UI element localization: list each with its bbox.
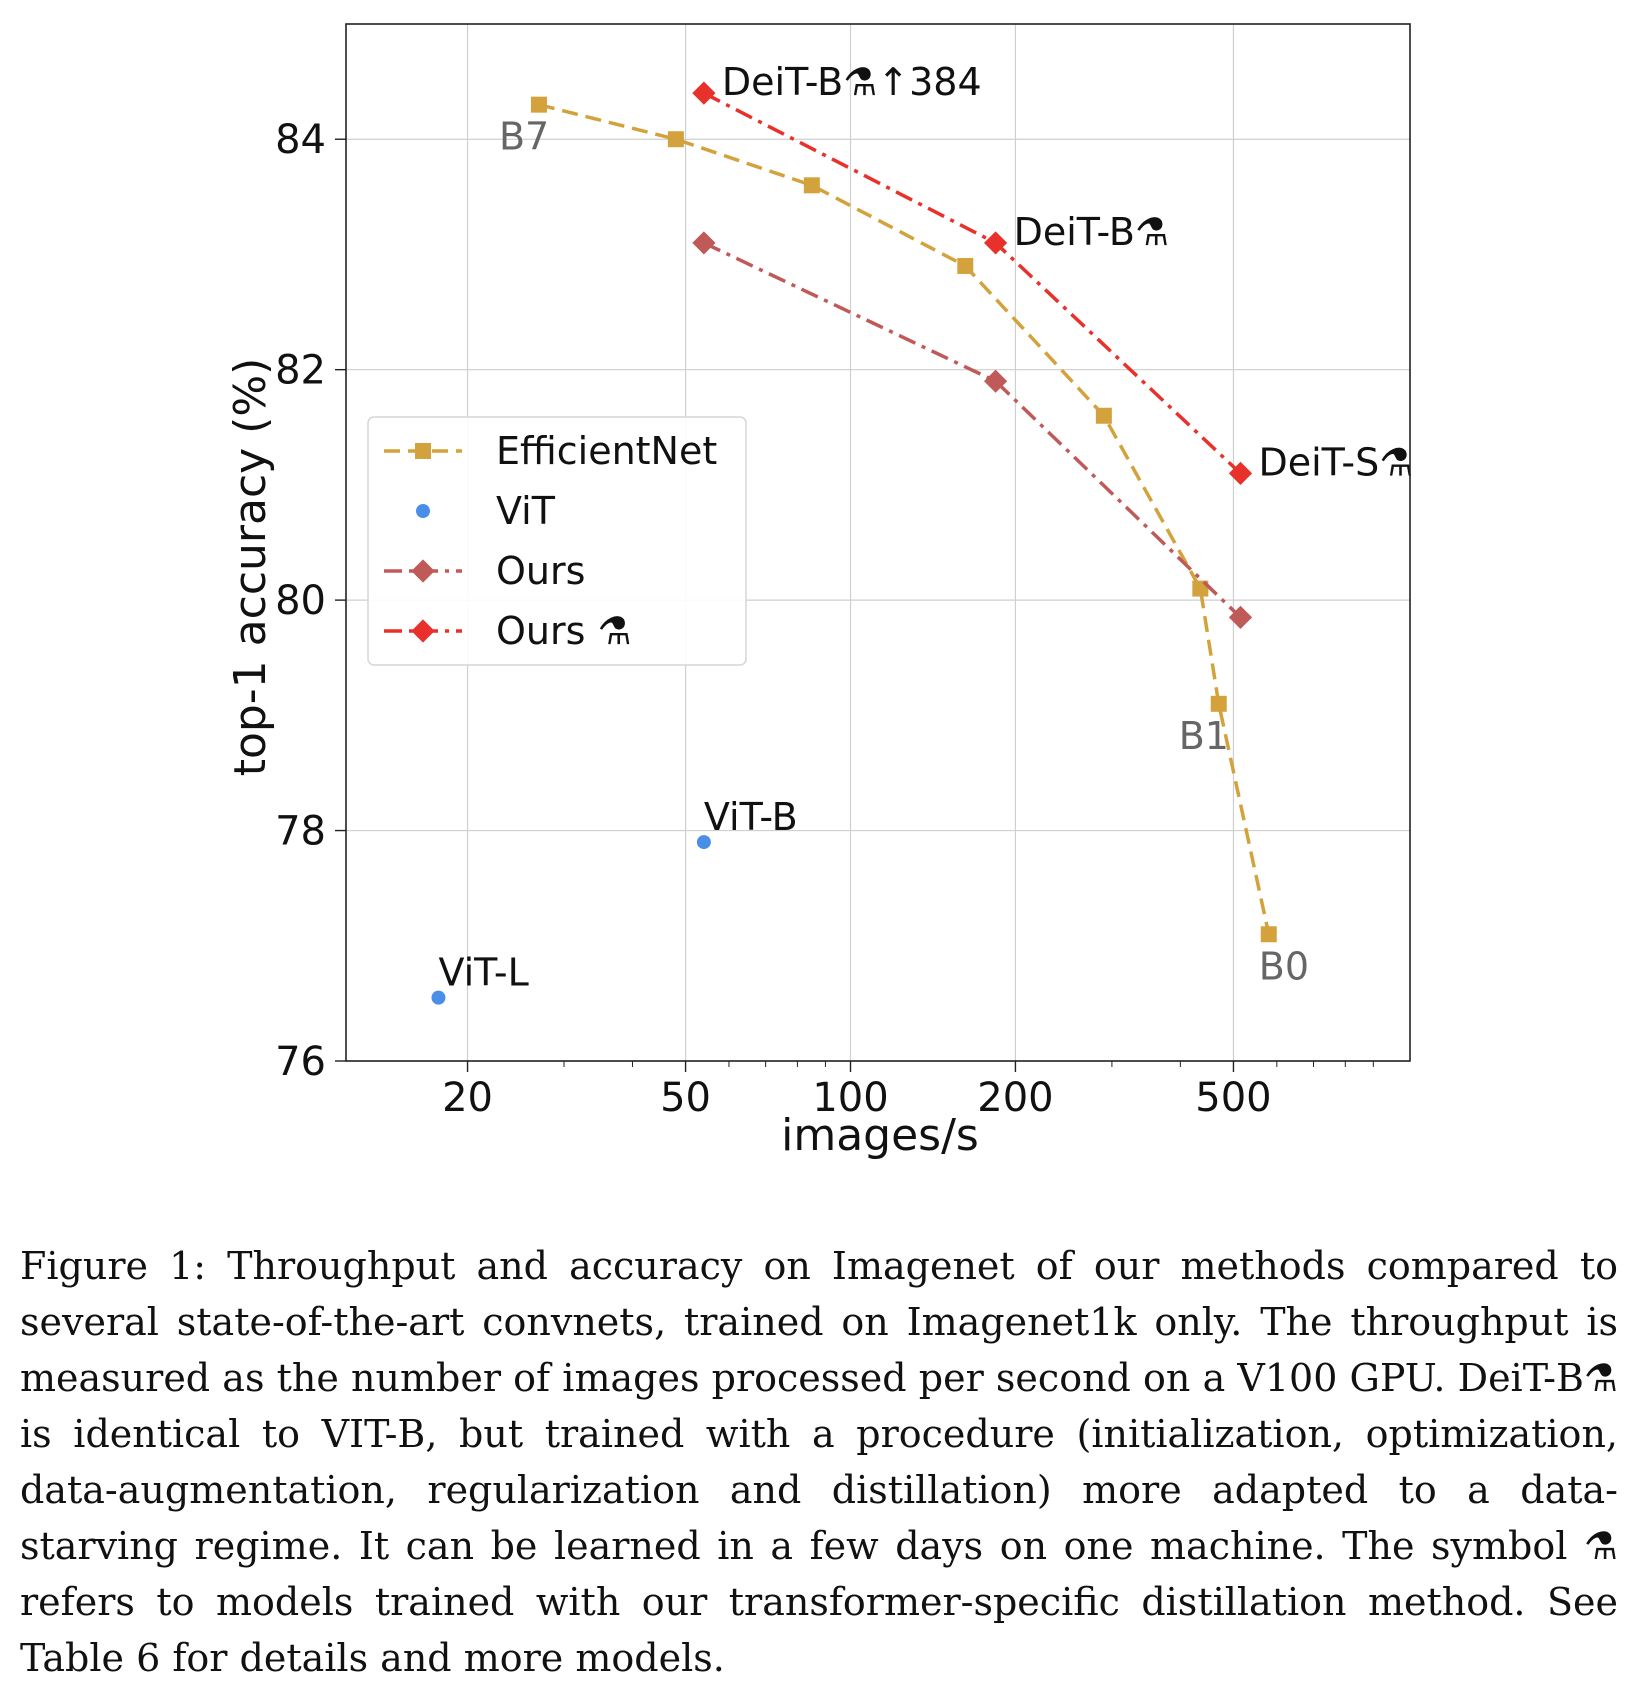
series-line (703, 91, 1242, 475)
series-vit (431, 835, 711, 1005)
y-tick-label: 84 (275, 117, 326, 163)
point-annotation: DeiT-S⚗ (1258, 440, 1413, 484)
legend-marker (415, 443, 431, 459)
data-point (1228, 461, 1253, 485)
legend-marker (411, 559, 435, 583)
legend-entry: EfficientNet (384, 429, 717, 473)
legend-entry: Ours ⚗ (384, 609, 632, 653)
legend-entry: Ours (384, 549, 585, 593)
data-point (692, 81, 716, 105)
x-tick-label: 200 (977, 1075, 1053, 1121)
legend-label: EfficientNet (496, 429, 717, 473)
x-tick-label: 20 (442, 1075, 493, 1121)
legend: EfficientNet ViT Ours Ours ⚗ (367, 416, 747, 666)
figure-caption: Figure 1: Throughput and accuracy on Ima… (20, 1244, 1618, 1680)
point-annotation: B1 (1179, 714, 1229, 758)
annotation-layer: DeiT-B⚗↑384 DeiT-B⚗ DeiT-S⚗ ViT-B ViT-L B7 B1 B… (438, 60, 1413, 994)
legend-label: Ours ⚗ (496, 609, 632, 653)
data-point (1260, 926, 1277, 943)
point-annotation: ViT-L (438, 951, 528, 995)
series-layer (431, 81, 1277, 1005)
data-point (983, 231, 1008, 255)
axis-ticks: 20 50 100 200 500 76 78 80 82 84 (275, 117, 1374, 1121)
series-ours (692, 231, 1253, 629)
data-point (431, 990, 446, 1005)
x-tick-label: 500 (1195, 1075, 1271, 1121)
data-point (983, 369, 1008, 393)
data-point (803, 177, 820, 194)
plot-frame (345, 23, 1411, 1062)
x-tick-label: 100 (812, 1075, 888, 1121)
point-annotation: B7 (499, 115, 549, 159)
x-tick-label: 50 (660, 1075, 711, 1121)
series-line (538, 102, 1271, 935)
data-point (1228, 605, 1253, 629)
point-annotation: DeiT-B⚗↑384 (722, 60, 982, 104)
legend-entry: ViT (416, 489, 556, 533)
y-tick-label: 82 (275, 348, 326, 394)
x-axis-label: images/s (781, 1110, 979, 1161)
legend-label: Ours (496, 549, 585, 593)
data-point (667, 131, 684, 148)
series-ours (692, 81, 1253, 485)
legend-box (367, 416, 747, 666)
throughput-accuracy-chart: DeiT-B⚗↑384 DeiT-B⚗ DeiT-S⚗ ViT-B ViT-L B7 B1 B… (225, 23, 1413, 1161)
data-point (957, 257, 974, 274)
data-point (692, 231, 716, 255)
data-point (1210, 695, 1227, 712)
legend-marker (416, 504, 430, 518)
point-annotation: ViT-B (704, 795, 798, 839)
legend-label: ViT (496, 489, 556, 533)
y-axis-label: top-1 accuracy (%) (225, 358, 276, 777)
data-point (1095, 407, 1112, 424)
series-efficientnet (530, 96, 1277, 943)
point-annotation: B0 (1259, 944, 1309, 988)
y-tick-label: 80 (275, 578, 326, 624)
y-tick-label: 76 (275, 1039, 326, 1085)
data-point (530, 96, 547, 113)
data-point (696, 835, 711, 850)
point-annotation: DeiT-B⚗ (1014, 210, 1169, 254)
y-tick-label: 78 (275, 809, 326, 855)
series-line (703, 241, 1242, 619)
legend-marker (411, 619, 435, 643)
